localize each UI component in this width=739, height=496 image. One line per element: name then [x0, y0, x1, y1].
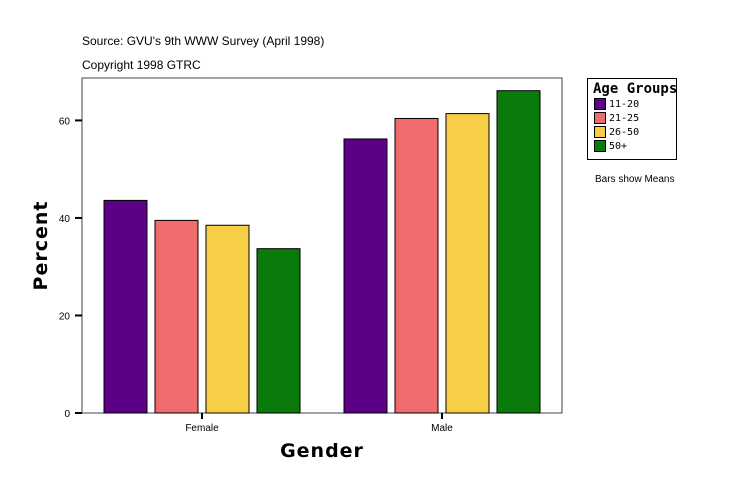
y-axis-label: Percent — [30, 201, 52, 291]
bar-male-26-50 — [445, 113, 490, 414]
legend-item: 11-20 — [594, 97, 676, 111]
y-tick-label: 40 — [59, 214, 71, 225]
legend-label: 26-50 — [609, 126, 640, 138]
bar-male-50+ — [496, 90, 541, 414]
y-tick-label: 20 — [59, 311, 71, 322]
legend-label: 11-20 — [609, 98, 640, 110]
y-tick-label: 60 — [59, 116, 71, 127]
bar-male-21-25 — [394, 117, 439, 414]
legend-item: 50+ — [594, 139, 676, 153]
legend-swatch — [594, 98, 606, 110]
legend-swatch — [594, 126, 606, 138]
legend-label: 21-25 — [609, 112, 640, 124]
y-tick-label: 0 — [64, 409, 70, 420]
legend: Age Groups 11-20 21-25 26-50 50+ — [587, 78, 677, 160]
source-text: Source: GVU's 9th WWW Survey (April 1998… — [82, 34, 325, 48]
bar-male-11-20 — [343, 138, 388, 414]
bars-show-means-note: Bars show Means — [595, 174, 675, 185]
bar-female-26-50 — [205, 224, 250, 414]
plot-frame — [81, 77, 563, 414]
bar-female-50+ — [256, 248, 301, 414]
legend-title: Age Groups — [593, 81, 678, 97]
x-tick-label: Male — [431, 423, 453, 434]
legend-item: 26-50 — [594, 125, 676, 139]
x-tick-label: Female — [185, 423, 219, 434]
copyright-text: Copyright 1998 GTRC — [82, 58, 201, 72]
legend-swatch — [594, 140, 606, 152]
bar-female-11-20 — [103, 199, 148, 414]
legend-swatch — [594, 112, 606, 124]
x-axis-label: Gender — [280, 440, 364, 462]
bar-female-21-25 — [154, 219, 199, 414]
legend-item: 21-25 — [594, 111, 676, 125]
legend-label: 50+ — [609, 140, 628, 152]
